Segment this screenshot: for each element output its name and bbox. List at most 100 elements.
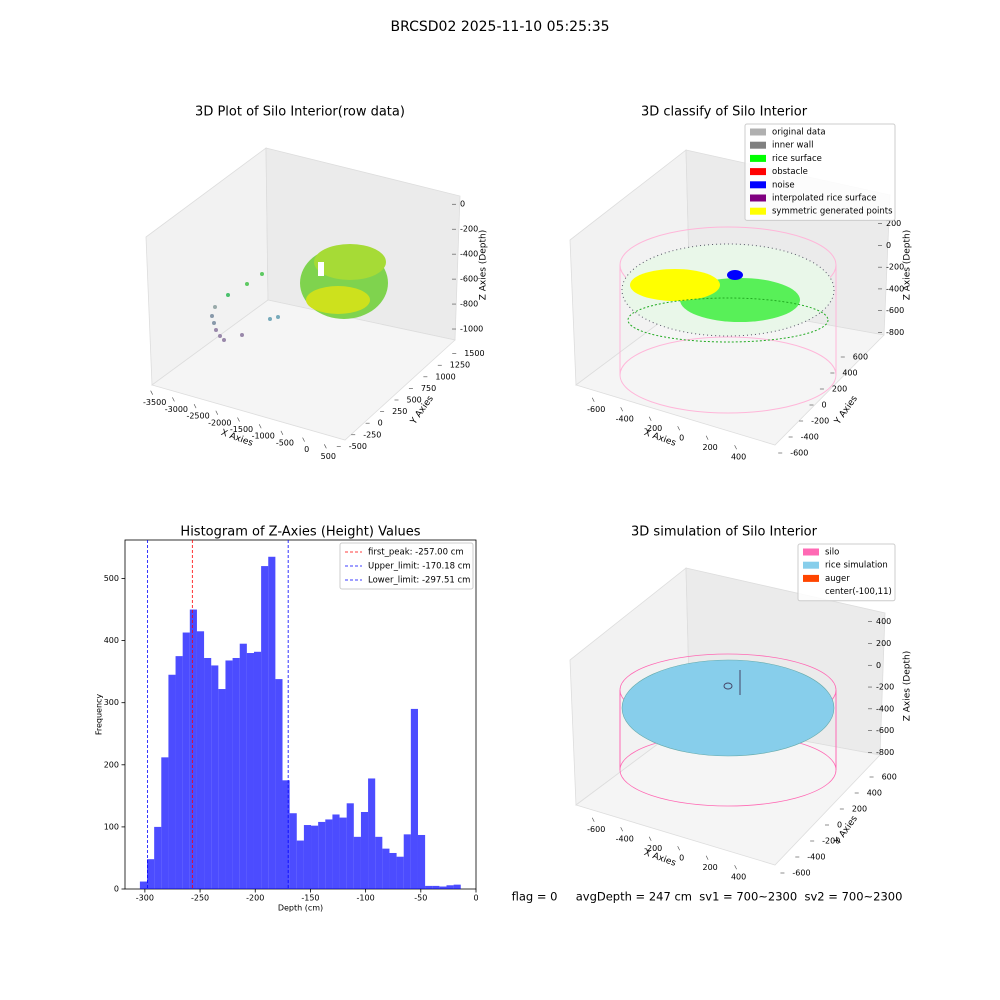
z-tick-label: -800 [460, 300, 478, 309]
y-tick-label: 200 [104, 760, 119, 769]
legend-label: inner wall [772, 141, 813, 151]
y-tick-label: -200 [822, 837, 840, 846]
legend-label: center(-100,11) [825, 587, 892, 597]
chart-title: Histogram of Z-Axies (Height) Values [180, 525, 420, 540]
histogram-bar [289, 813, 297, 889]
tick-mark [620, 827, 623, 832]
z-tick-label: -200 [460, 225, 478, 234]
point-cloud [210, 244, 388, 342]
y-tick-label: 0 [837, 821, 842, 830]
histogram-bar [182, 632, 190, 889]
tick-mark [150, 390, 153, 395]
histogram-bar [296, 840, 304, 889]
y-tick-label: 0 [114, 885, 119, 894]
histogram-bar [139, 881, 148, 889]
x-tick-label: -250 [191, 894, 209, 903]
x-tick-label: 0 [304, 445, 309, 454]
histogram-bar [439, 886, 447, 889]
y-tick-label: 300 [104, 698, 119, 707]
x-tick-label: -600 [587, 825, 605, 834]
legend-swatch [750, 141, 766, 149]
y-tick-label: -250 [363, 430, 381, 439]
x-tick-label: -1500 [230, 425, 253, 434]
z-axis-label: Z Axies (Depth) [479, 230, 489, 301]
histogram-bar [332, 814, 340, 889]
legend-swatch [803, 548, 819, 556]
legend-swatch [803, 574, 819, 582]
x-tick-label: -2500 [186, 412, 209, 421]
legend-label: noise [772, 180, 795, 190]
chart-title: 3D classify of Silo Interior [641, 105, 808, 120]
x-tick-label: -300 [136, 894, 154, 903]
y-tick-label: -400 [801, 433, 819, 442]
legend-label: symmetric generated points [772, 207, 893, 217]
histogram-bar [425, 885, 433, 889]
legend-box [744, 123, 896, 221]
y-axis-label: Frequency [95, 694, 104, 736]
histogram-bar [218, 689, 226, 889]
z-tick-label: -200 [886, 263, 904, 272]
legend-box [339, 542, 474, 590]
tick-mark [215, 410, 219, 415]
histogram-bar [246, 653, 254, 889]
histogram-bar [360, 811, 369, 889]
x-tick-label: -3500 [143, 398, 166, 407]
histogram-bar [239, 643, 247, 889]
tick-mark [705, 855, 709, 860]
histogram-bar [417, 834, 426, 889]
y-tick-label: 1250 [450, 361, 470, 370]
legend-swatch [750, 181, 766, 189]
z-axis-label: Z Axies (Depth) [903, 651, 913, 722]
tick-mark [591, 817, 595, 822]
histogram-bar [446, 885, 454, 889]
x-tick-label: 0 [679, 434, 684, 443]
x-tick-label: 0 [473, 894, 478, 903]
histogram-bar [161, 757, 169, 889]
histogram-bar [368, 778, 376, 889]
z-tick-label: 200 [876, 639, 891, 648]
tick-mark [302, 437, 305, 442]
legend-label: Upper_limit: -170.18 cm [368, 562, 471, 572]
tick-mark [258, 424, 262, 429]
x-tick-label: -1000 [252, 432, 275, 441]
x-tick-label: -3000 [165, 405, 188, 414]
histogram-bar [339, 817, 347, 889]
histogram-bar [225, 660, 233, 889]
y-axis-label: Y Axies [832, 394, 860, 427]
y-tick-label: 1500 [464, 349, 484, 358]
x-axis-label: Depth (cm) [278, 904, 323, 913]
histogram-bar [168, 674, 176, 889]
tick-mark [193, 403, 197, 409]
x-tick-label: -400 [616, 835, 634, 844]
histogram-bar [389, 852, 397, 889]
y-tick-label: 0 [822, 401, 827, 410]
legend-swatch [803, 561, 819, 569]
z-tick-label: -600 [876, 726, 894, 735]
tick-mark [620, 407, 623, 412]
legend-label: original data [772, 128, 826, 138]
histogram-bar [353, 836, 361, 889]
histogram-bar [396, 856, 404, 889]
legend-label: first_peak: -257.00 cm [368, 548, 464, 558]
y-tick-label: 400 [104, 636, 119, 645]
y-tick-label: -600 [790, 449, 808, 458]
y-tick-label: -500 [349, 442, 367, 451]
legend-label: rice surface [772, 154, 822, 164]
z-tick-label: 0 [886, 241, 891, 250]
figure-title: BRCSD02 2025-11-10 05:25:35 [390, 19, 609, 35]
histogram-bar [346, 803, 354, 889]
x-tick-label: 500 [321, 452, 336, 461]
histogram-bar [196, 631, 205, 889]
y-tick-label: 600 [853, 353, 868, 362]
footer: flag = 0 avgDepth = 247 cm sv1 = 700~230… [512, 890, 903, 904]
z-tick-label: -400 [876, 704, 894, 713]
histogram-bar [375, 836, 383, 889]
z-tick-label: 0 [460, 200, 465, 209]
y-axis-label: Y Axies [832, 814, 860, 847]
silo-simulation [619, 653, 837, 807]
tick-mark [734, 865, 737, 870]
z-tick-label: -1000 [460, 325, 483, 334]
silo-classification [619, 226, 837, 414]
histogram-bar [410, 708, 418, 889]
